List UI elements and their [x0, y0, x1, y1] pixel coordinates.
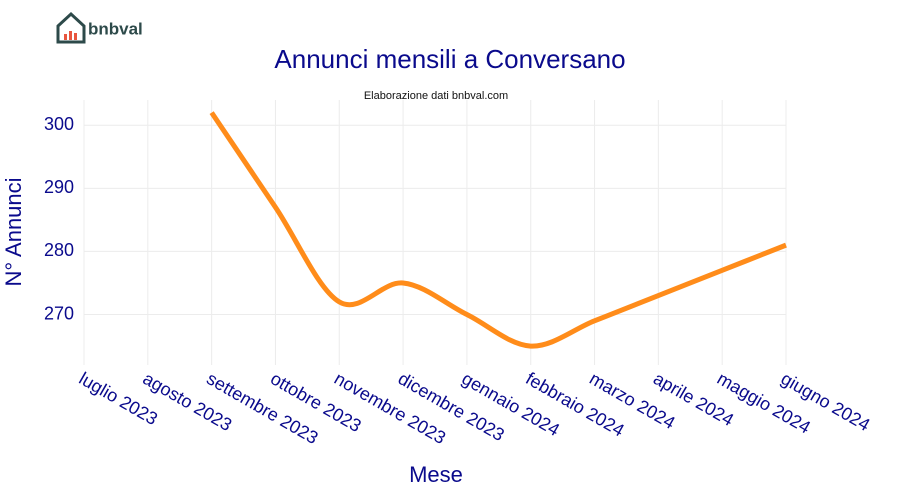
x-tick-label: settembre 2023 — [203, 368, 321, 448]
y-tick-label: 270 — [44, 303, 74, 323]
chart-subtitle: Elaborazione dati bnbval.com — [364, 90, 508, 102]
logo: bnbval — [56, 11, 143, 44]
logo-icon — [56, 11, 86, 44]
logo-bar — [69, 31, 72, 40]
y-tick-label: 280 — [44, 240, 74, 260]
logo-bar — [64, 34, 67, 40]
y-tick-label: 290 — [44, 177, 74, 197]
y-tick-label: 300 — [44, 114, 74, 134]
logo-bar — [74, 33, 77, 40]
y-axis-title: N° Annunci — [1, 177, 26, 286]
chart-title: Annunci mensili a Conversano — [274, 44, 625, 74]
x-tick-label: dicembre 2023 — [395, 368, 508, 445]
x-tick-label: novembre 2023 — [331, 368, 449, 448]
logo-text: bnbval — [88, 19, 143, 38]
line — [209, 111, 787, 349]
x-axis-title: Mese — [409, 462, 463, 487]
